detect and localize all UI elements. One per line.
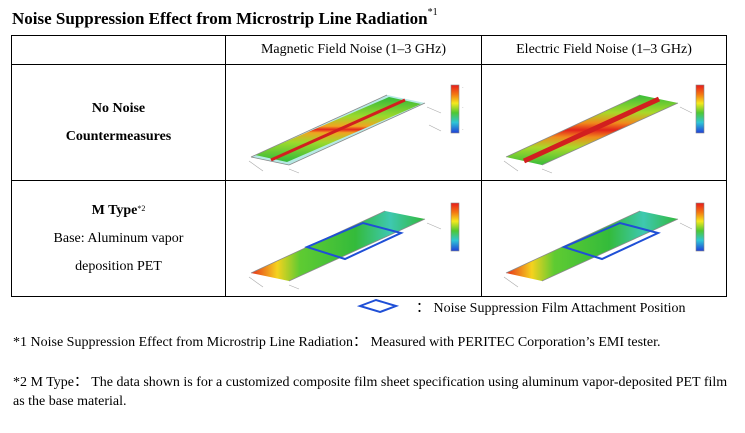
legend-text: ： Noise Suppression Film Attachment Posi…: [416, 301, 686, 316]
svg-text:-: -: [462, 105, 464, 110]
svg-text:-: -: [462, 85, 464, 90]
heatmap-image: [503, 84, 705, 174]
row-label-line2: Countermeasures: [65, 128, 172, 144]
row-label-line2: Base: Aluminum vapor: [53, 230, 184, 246]
film-position-rhombus-icon: [356, 298, 400, 314]
footnote-1: *1 Noise Suppression Effect from Microst…: [13, 335, 661, 350]
title-text: Noise Suppression Effect from Microstrip…: [12, 9, 428, 28]
legend: ： Noise Suppression Film Attachment Posi…: [356, 296, 736, 316]
magnetic-noise-map-no-countermeasures: - - -: [225, 64, 482, 181]
header-magnetic: Magnetic Field Noise (1–3 GHz): [225, 35, 482, 65]
table-row-no-countermeasures: No Noise Countermeasures - - -: [11, 64, 727, 181]
footnote-2: *2 M Type： The data shown is for a custo…: [13, 375, 728, 409]
header-electric: Electric Field Noise (1–3 GHz): [481, 35, 727, 65]
row-label-line1: No Noise: [91, 100, 146, 116]
magnetic-noise-map-m-type: [225, 180, 482, 297]
title-footnote-ref: *1: [427, 7, 438, 18]
row-label-main: M Type: [91, 202, 138, 218]
row-label-main-wrap: M Type*2: [12, 197, 225, 225]
row-footnote-ref: *2: [137, 203, 146, 213]
row-label-m-type: M Type*2 Base: Aluminum vapor deposition…: [11, 180, 226, 297]
header-empty-cell: [11, 35, 226, 65]
row-label-no-countermeasures: No Noise Countermeasures: [11, 64, 226, 181]
table-header-row: Magnetic Field Noise (1–3 GHz) Electric …: [11, 35, 727, 65]
page-title: Noise Suppression Effect from Microstrip…: [12, 7, 438, 29]
heatmap-image: [503, 202, 705, 288]
svg-text:-: -: [462, 127, 464, 132]
row-label-line3: deposition PET: [75, 258, 162, 274]
heatmap-image: - - -: [248, 84, 464, 174]
results-table: Magnetic Field Noise (1–3 GHz) Electric …: [11, 35, 727, 297]
electric-noise-map-no-countermeasures: [481, 64, 727, 181]
electric-noise-map-m-type: [481, 180, 727, 297]
table-row-m-type: M Type*2 Base: Aluminum vapor deposition…: [11, 180, 727, 297]
heatmap-image: [248, 202, 459, 290]
